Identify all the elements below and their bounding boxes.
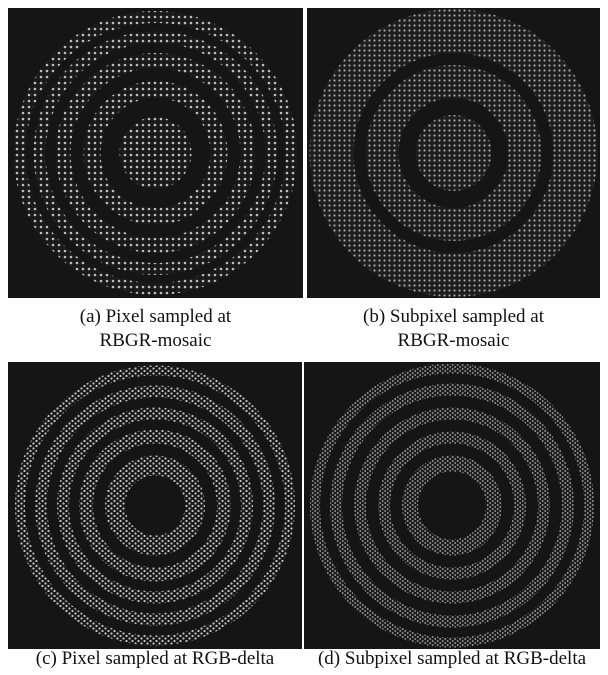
panel [307,8,600,298]
panel-caption: (d) Subpixel sampled at RGB-delta [318,648,587,669]
panel-caption: (a) Pixel sampled at [80,306,232,327]
ring-pattern [304,362,600,649]
panel-caption: (b) Subpixel sampled at [363,306,545,327]
panel-caption: RBGR-mosaic [100,330,212,351]
panel [304,362,600,649]
panel [8,8,303,298]
panel-caption: (c) Pixel sampled at RGB-delta [36,648,275,669]
ring-pattern [307,8,600,298]
panel-caption: RBGR-mosaic [398,330,510,351]
ring-pattern [8,362,302,649]
figure: (a) Pixel sampled at RBGR-mosaic (b) Subpi… [0,0,608,675]
panel [8,362,302,649]
ring-pattern [8,8,303,298]
